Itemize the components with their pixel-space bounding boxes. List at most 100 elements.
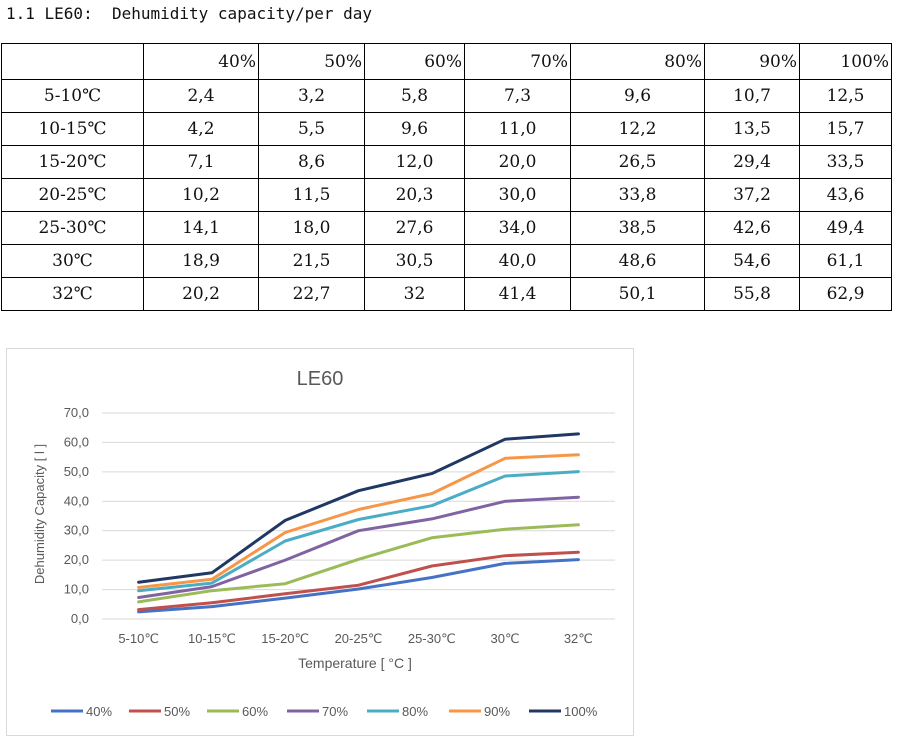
- x-tick-label: 10-15℃: [188, 631, 236, 646]
- table-cell: 33,8: [570, 178, 705, 212]
- table-cell: 10,7: [704, 79, 800, 113]
- legend-label: 100%: [564, 704, 598, 719]
- legend-label: 60%: [242, 704, 268, 719]
- table-cell: 34,0: [464, 211, 571, 245]
- table-cell: 49,4: [799, 211, 892, 245]
- legend-label: 80%: [402, 704, 428, 719]
- column-header: 90%: [704, 43, 800, 80]
- chart-title: LE60: [297, 368, 344, 390]
- table-cell: 9,6: [570, 79, 705, 113]
- table-cell: 2,4: [143, 79, 259, 113]
- x-tick-label: 32℃: [564, 631, 593, 646]
- table-row: 30℃ 18,9 21,5 30,5 40,0 48,6 54,6 61,1: [1, 244, 892, 278]
- legend-label: 90%: [484, 704, 510, 719]
- x-tick-label: 30℃: [491, 631, 520, 646]
- y-tick-label: 20,0: [64, 552, 89, 567]
- table-cell: 4,2: [143, 112, 259, 146]
- y-tick-label: 60,0: [64, 434, 89, 449]
- row-label: 5-10℃: [1, 79, 144, 113]
- y-tick-label: 10,0: [64, 582, 89, 597]
- table-cell: 37,2: [704, 178, 800, 212]
- table-cell: 30,0: [464, 178, 571, 212]
- legend-label: 40%: [86, 704, 112, 719]
- capacity-table: 40% 50% 60% 70% 80% 90% 100% 5-10℃ 2,4 3,2 5,8 7,3 9…: [1, 43, 892, 311]
- table-cell: 41,4: [464, 277, 571, 311]
- table-cell: 5,5: [258, 112, 365, 146]
- y-tick-label: 50,0: [64, 464, 89, 479]
- table-cell: 18,0: [258, 211, 365, 245]
- table-cell: 18,9: [143, 244, 259, 278]
- table-cell: 26,5: [570, 145, 705, 179]
- table-cell: 7,1: [143, 145, 259, 179]
- series-line-70pct: [137, 495, 580, 599]
- table-cell: 61,1: [799, 244, 892, 278]
- table-cell: 8,6: [258, 145, 365, 179]
- table-cell: 27,6: [364, 211, 465, 245]
- table-cell: 20,2: [143, 277, 259, 311]
- table-row: 15-20℃ 7,1 8,6 12,0 20,0 26,5 29,4 33,5: [1, 145, 892, 179]
- line-chart: LE60 0,0 10,0 20,0 30,0 40,0 50,0 60,0 70,0 5-1…: [32, 368, 615, 719]
- section-heading: 1.1 LE60: Dehumidity capacity/per day: [6, 4, 373, 23]
- row-label: 10-15℃: [1, 112, 144, 146]
- x-tick-label: 20-25℃: [335, 631, 383, 646]
- table-cell: 20,3: [364, 178, 465, 212]
- column-header: 100%: [799, 43, 892, 80]
- table-cell: 33,5: [799, 145, 892, 179]
- x-axis-label: Temperature [ °C ]: [298, 655, 412, 671]
- table-header-row: 40% 50% 60% 70% 80% 90% 100%: [1, 43, 892, 80]
- chart-container: LE60 0,0 10,0 20,0 30,0 40,0 50,0 60,0 70,0 5-1…: [6, 348, 634, 736]
- table-row: 20-25℃ 10,2 11,5 20,3 30,0 33,8 37,2 43,6: [1, 178, 892, 212]
- table-cell: 21,5: [258, 244, 365, 278]
- x-tick-label: 5-10℃: [118, 631, 159, 646]
- table-cell: 12,5: [799, 79, 892, 113]
- y-tick-label: 40,0: [64, 493, 89, 508]
- table-cell: 42,6: [704, 211, 800, 245]
- y-tick-label: 30,0: [64, 523, 89, 538]
- series-line-100pct: [137, 432, 580, 584]
- y-tick-label: 70,0: [64, 405, 89, 420]
- legend-label: 50%: [164, 704, 190, 719]
- table-row: 5-10℃ 2,4 3,2 5,8 7,3 9,6 10,7 12,5: [1, 79, 892, 113]
- table-cell: 10,2: [143, 178, 259, 212]
- table-row: 10-15℃ 4,2 5,5 9,6 11,0 12,2 13,5 15,7: [1, 112, 892, 146]
- row-label: 20-25℃: [1, 178, 144, 212]
- table-cell: 48,6: [570, 244, 705, 278]
- y-tick-label: 0,0: [71, 611, 89, 626]
- table-cell: 11,5: [258, 178, 365, 212]
- table-cell: 29,4: [704, 145, 800, 179]
- table-cell: 12,0: [364, 145, 465, 179]
- table-cell: 38,5: [570, 211, 705, 245]
- table-cell: 54,6: [704, 244, 800, 278]
- table-cell: 11,0: [464, 112, 571, 146]
- column-header: 70%: [464, 43, 571, 80]
- table-cell: 12,2: [570, 112, 705, 146]
- table-cell: 7,3: [464, 79, 571, 113]
- column-header: 60%: [364, 43, 465, 80]
- table-cell: 40,0: [464, 244, 571, 278]
- table-cell: 55,8: [704, 277, 800, 311]
- legend-label: 70%: [322, 704, 348, 719]
- x-tick-label: 15-20℃: [261, 631, 309, 646]
- x-tick-label: 25-30℃: [408, 631, 456, 646]
- table-cell: 9,6: [364, 112, 465, 146]
- row-label: 30℃: [1, 244, 144, 278]
- column-header: 50%: [258, 43, 365, 80]
- legend: 40% 50% 60% 70% 80% 90% 100%: [51, 704, 598, 719]
- column-header: [1, 43, 144, 80]
- row-label: 32℃: [1, 277, 144, 311]
- series-line-60pct: [137, 523, 580, 604]
- y-axis-label: Dehumidity Capacity [ l ]: [32, 444, 47, 584]
- series-line-80pct: [137, 470, 580, 593]
- table-cell: 30,5: [364, 244, 465, 278]
- table-cell: 22,7: [258, 277, 365, 311]
- table-row: 25-30℃ 14,1 18,0 27,6 34,0 38,5 42,6 49,4: [1, 211, 892, 245]
- table-cell: 50,1: [570, 277, 705, 311]
- table-row: 32℃ 20,2 22,7 32 41,4 50,1 55,8 62,9: [1, 277, 892, 311]
- column-header: 40%: [143, 43, 259, 80]
- row-label: 25-30℃: [1, 211, 144, 245]
- table-cell: 62,9: [799, 277, 892, 311]
- series-line-90pct: [137, 453, 580, 589]
- table-cell: 32: [364, 277, 465, 311]
- column-header: 80%: [570, 43, 705, 80]
- table-cell: 20,0: [464, 145, 571, 179]
